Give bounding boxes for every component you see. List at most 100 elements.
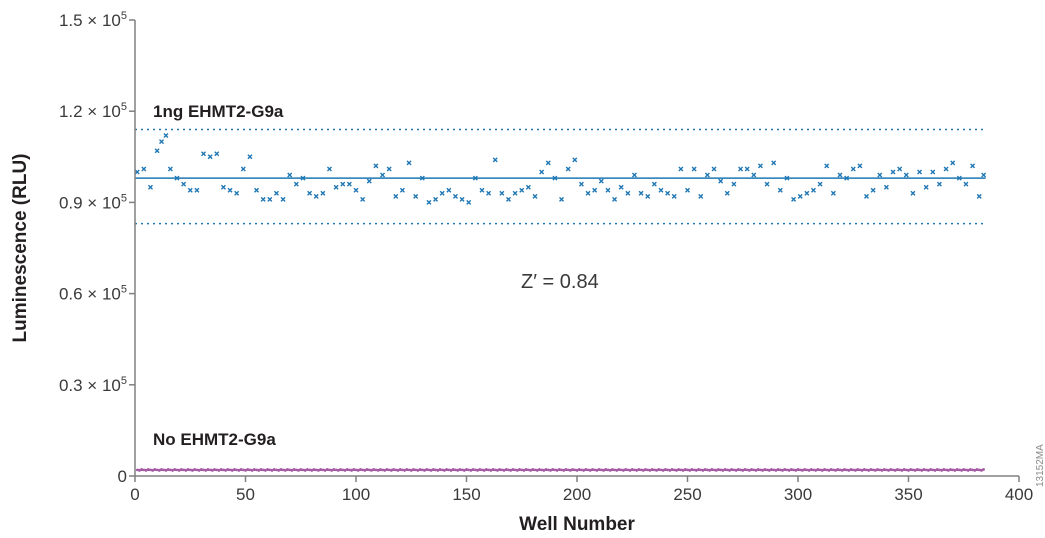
data-point: [224, 469, 227, 472]
data-point: [471, 468, 475, 471]
data-point: [777, 187, 783, 193]
data-point: [191, 469, 194, 472]
data-point: [511, 468, 515, 471]
data-point: [950, 160, 956, 166]
data-point: [821, 469, 824, 472]
data-point: [505, 196, 511, 202]
data-point: [283, 469, 287, 472]
data-point: [619, 468, 623, 472]
data-point: [138, 469, 141, 472]
z-prime-annotation: Z′ = 0.84: [521, 271, 599, 293]
data-point: [690, 468, 694, 471]
data-point: [447, 468, 451, 472]
data-point: [818, 468, 822, 472]
data-point: [319, 468, 322, 471]
data-point: [631, 172, 637, 178]
data-point: [487, 468, 490, 472]
data-point: [756, 468, 760, 471]
data-point: [840, 469, 844, 472]
data-point: [909, 468, 913, 471]
data-point: [214, 151, 220, 157]
data-point: [889, 468, 893, 471]
data-point: [964, 468, 968, 472]
data-point: [829, 468, 833, 471]
data-point: [730, 468, 733, 471]
data-point: [805, 468, 809, 472]
series-label-no-enzyme: No EHMT2-G9a: [153, 430, 276, 449]
data-point: [467, 468, 471, 472]
data-point: [577, 468, 581, 471]
data-point: [226, 468, 230, 471]
data-point: [677, 468, 680, 471]
data-point: [943, 166, 949, 172]
data-point: [759, 468, 762, 472]
data-point: [741, 469, 745, 472]
data-point: [622, 469, 625, 472]
data-point: [348, 468, 351, 472]
data-point: [706, 468, 709, 472]
data-point: [560, 468, 563, 472]
data-point: [824, 163, 830, 169]
data-point: [313, 193, 319, 199]
data-point: [796, 468, 800, 471]
data-point: [489, 469, 493, 472]
data-point: [538, 468, 541, 471]
y-tick-label: 1.2 × 105: [59, 101, 127, 121]
data-point: [595, 469, 599, 472]
y-tick-label: 0: [118, 467, 127, 486]
data-point: [345, 468, 349, 471]
data-point: [240, 166, 246, 172]
data-point: [657, 468, 661, 471]
data-point: [916, 468, 919, 471]
data-point: [896, 468, 899, 471]
data-point: [363, 469, 367, 472]
data-point: [527, 468, 530, 472]
data-point: [744, 166, 750, 172]
data-point: [360, 196, 366, 202]
data-point: [478, 468, 482, 471]
data-point: [625, 190, 631, 196]
data-point: [383, 469, 387, 472]
data-point: [253, 468, 256, 471]
data-point: [462, 469, 466, 472]
data-point: [401, 468, 404, 472]
data-point: [685, 187, 690, 193]
data-point: [812, 468, 815, 472]
data-point: [751, 172, 757, 178]
x-tick-label: 350: [894, 485, 922, 504]
data-point: [816, 468, 820, 471]
data-point: [146, 468, 150, 471]
data-point: [580, 468, 583, 472]
data-point: [704, 172, 710, 178]
data-point: [856, 468, 859, 471]
data-point: [857, 163, 863, 169]
data-point: [686, 468, 689, 472]
data-point: [341, 468, 345, 472]
reference-lines: [135, 128, 986, 225]
data-point: [876, 468, 879, 471]
data-point: [717, 468, 720, 471]
data-point: [752, 468, 756, 472]
data-point: [779, 468, 782, 472]
data-point: [877, 172, 883, 178]
data-point: [728, 469, 731, 472]
data-point: [476, 469, 479, 472]
data-point: [982, 468, 985, 471]
data-point: [956, 175, 962, 181]
data-point: [446, 187, 452, 193]
data-point: [723, 468, 727, 471]
data-point: [944, 468, 948, 472]
data-point: [781, 469, 784, 472]
data-point: [969, 468, 972, 471]
data-point: [281, 468, 285, 472]
data-point: [194, 187, 200, 193]
data-point: [963, 181, 969, 187]
data-point: [321, 468, 325, 472]
data-point: [197, 469, 201, 472]
data-point: [295, 468, 298, 472]
data-point: [880, 469, 884, 472]
data-point: [776, 468, 780, 471]
data-point: [533, 468, 537, 472]
axes: [134, 20, 1019, 477]
data-point: [286, 468, 289, 471]
